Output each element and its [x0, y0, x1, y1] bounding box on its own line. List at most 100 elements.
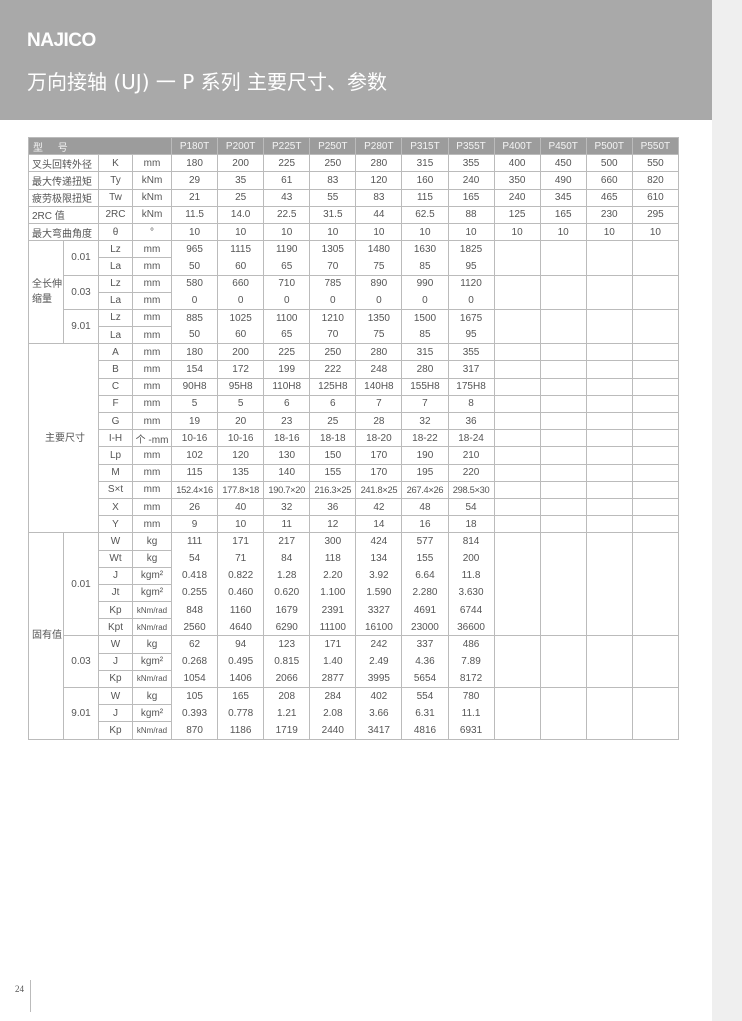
value-cell: 32 — [263, 497, 311, 517]
row-unit: kNm/rad — [131, 721, 173, 740]
value-cell — [539, 550, 587, 568]
value-cell — [631, 480, 680, 499]
value-cell: 6 — [263, 394, 311, 414]
value-cell: 180 — [171, 343, 219, 362]
row-unit: mm — [131, 515, 173, 534]
row-label: 叉头回转外径 — [28, 154, 99, 173]
value-cell — [539, 292, 587, 310]
value-cell — [493, 653, 541, 671]
value-cell — [631, 240, 680, 258]
value-cell: 165 — [539, 205, 587, 224]
value-cell: 90H8 — [171, 377, 219, 396]
value-cell: 225 — [263, 343, 311, 362]
value-cell — [493, 670, 541, 689]
value-cell: 280 — [355, 154, 403, 173]
value-cell: 355 — [447, 154, 495, 173]
row-symbol: Lz — [98, 308, 133, 328]
value-cell: 0.268 — [171, 653, 219, 671]
row-unit: mm — [131, 497, 173, 517]
value-cell: 11.5 — [171, 205, 219, 224]
value-cell — [585, 360, 633, 379]
value-cell: 710 — [263, 274, 311, 293]
value-cell: 337 — [401, 635, 449, 654]
value-cell: 240 — [447, 171, 495, 190]
value-cell: 577 — [401, 532, 449, 550]
value-cell: 95 — [447, 257, 495, 276]
value-cell: 490 — [539, 171, 587, 190]
value-cell: 16 — [401, 515, 449, 534]
value-cell — [585, 532, 633, 550]
value-cell: 23000 — [401, 618, 449, 637]
row-group-label: 主要尺寸 — [28, 343, 99, 534]
value-cell: 885 — [171, 308, 219, 327]
value-cell: 200 — [217, 343, 265, 362]
value-cell — [493, 308, 541, 327]
row-subgroup-label: 0.01 — [63, 532, 99, 637]
value-cell: 1025 — [217, 308, 265, 327]
value-cell — [631, 721, 680, 740]
value-cell: 4.36 — [401, 653, 449, 671]
value-cell: 19 — [171, 411, 219, 431]
value-cell — [493, 326, 541, 345]
value-cell — [539, 411, 587, 431]
value-cell: 152.4×16 — [171, 480, 219, 499]
value-cell: 0 — [171, 292, 219, 310]
value-cell — [493, 343, 541, 362]
row-unit: mm — [131, 154, 173, 173]
value-cell: 155H8 — [401, 377, 449, 396]
row-unit: mm — [131, 480, 173, 499]
value-cell: 350 — [493, 171, 541, 190]
value-cell: 820 — [631, 171, 680, 190]
row-symbol: Kp — [98, 601, 133, 620]
value-cell: 4640 — [217, 618, 265, 637]
value-cell: 241.8×25 — [355, 480, 403, 499]
value-cell: 0 — [355, 292, 403, 310]
value-cell — [631, 394, 680, 414]
value-cell — [585, 308, 633, 327]
value-cell: 123 — [263, 635, 311, 654]
value-cell — [631, 274, 680, 293]
value-cell — [585, 584, 633, 602]
value-cell: 1.40 — [309, 653, 357, 671]
value-cell — [585, 463, 633, 482]
value-cell: 1100 — [263, 308, 311, 327]
table-row: 最大弯曲角度 θ ° 10 10 10 10 10 10 10 10 10 10 10 — [28, 222, 680, 242]
value-cell — [539, 721, 587, 740]
value-cell: 8 — [447, 394, 495, 414]
value-cell — [631, 618, 680, 637]
value-cell: 3.92 — [355, 567, 403, 585]
value-cell — [631, 308, 680, 327]
table-row: 最大传递扭矩 Ty kNm 29 35 61 83 120 160 240 350 490 660 820 — [28, 171, 680, 190]
row-unit: kNm — [131, 205, 173, 224]
value-cell — [585, 567, 633, 585]
value-cell: 225 — [263, 154, 311, 173]
value-cell: 95H8 — [217, 377, 265, 396]
table-row: Jt kgm² 0.255 0.460 0.620 1.100 1.590 2.280 3.63… — [29, 583, 680, 603]
value-cell — [631, 497, 680, 517]
row-unit: kgm² — [131, 583, 173, 603]
row-symbol: C — [98, 377, 133, 396]
value-cell: 70 — [309, 257, 357, 276]
value-cell: 172 — [217, 360, 265, 379]
value-cell: 990 — [401, 274, 449, 293]
value-cell: 70 — [309, 326, 357, 345]
value-cell — [631, 584, 680, 602]
value-cell — [493, 446, 541, 465]
value-cell: 10 — [585, 222, 633, 242]
value-cell — [631, 343, 680, 362]
value-cell — [631, 446, 680, 465]
page-number: 24 — [15, 984, 24, 994]
value-cell: 1406 — [217, 670, 265, 689]
row-group-label: 固有值 — [28, 532, 64, 740]
value-cell: 55 — [309, 188, 357, 207]
value-cell: 11.8 — [447, 567, 495, 585]
value-cell: 36 — [447, 411, 495, 431]
value-cell: 31.5 — [309, 205, 357, 224]
value-cell: 402 — [355, 686, 403, 705]
page-edge-strip — [712, 0, 742, 1021]
row-symbol: La — [98, 257, 133, 276]
value-cell: 115 — [171, 463, 219, 482]
